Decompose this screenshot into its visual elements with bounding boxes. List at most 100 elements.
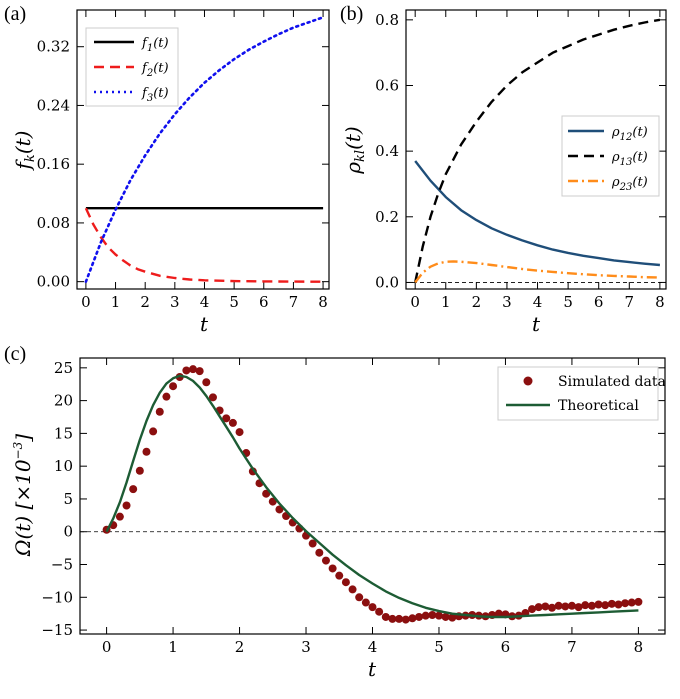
scatter-point: [182, 366, 191, 375]
scatter-point: [428, 610, 437, 619]
scatter-point: [149, 427, 158, 436]
scatter-point: [601, 601, 610, 610]
scatter-point: [361, 598, 370, 607]
scatter-point: [561, 602, 570, 611]
xtick-label: 0: [81, 293, 91, 311]
legend-label: ρ23(t): [611, 175, 648, 193]
scatter-point: [594, 600, 603, 609]
panel-c-legend-box: [497, 366, 659, 421]
ytick-label: 0.16: [37, 155, 70, 173]
panel-a-ylabel: fk(t): [11, 131, 38, 172]
panel-c-ticks: 0 1 2 3 4 5 6 7 8 −15 −10 −5 0 5 10 15 20 25: [41, 358, 665, 656]
scatter-point: [448, 613, 457, 622]
scatter-point: [155, 407, 164, 416]
ytick-label: 0.24: [37, 96, 70, 114]
ytick-label: −15: [41, 621, 73, 639]
panel-c-xlabel: t: [368, 657, 377, 681]
panel-a-ticks: 0 1 2 3 4 5 6 7 8 0.00 0.08 0.16 0.24 0.32: [37, 10, 329, 311]
panel-c-label: (c): [4, 343, 26, 365]
panel-a-series: [84, 15, 325, 284]
scatter-point: [587, 601, 596, 610]
panel-a: (a) 0 1 2 3 4 5 6 7 8 0.00 0.08 0.16 0.24 0.32 t fk(t…: [4, 3, 330, 336]
scatter-point: [235, 428, 244, 437]
series-line-0: [414, 160, 661, 267]
ytick-label: 0.0: [375, 273, 399, 291]
scatter-point: [341, 578, 350, 587]
scatter-point: [528, 605, 537, 614]
xtick-label: 1: [111, 293, 121, 311]
xtick-label: 2: [140, 293, 150, 311]
scatter-point: [115, 512, 124, 521]
scatter-point: [574, 603, 583, 612]
xtick-label: 3: [502, 293, 512, 311]
scatter-point: [395, 614, 404, 623]
scatter-point: [189, 365, 198, 374]
scatter-point: [129, 485, 138, 494]
scatter-point: [581, 601, 590, 610]
xtick-label: 0: [410, 293, 420, 311]
legend-label: ρ12(t): [611, 125, 648, 143]
xtick-label: 7: [567, 638, 577, 656]
scatter-point: [614, 600, 623, 609]
scatter-point: [122, 501, 131, 510]
series-line-2: [84, 15, 325, 284]
xtick-label: 5: [434, 638, 444, 656]
scatter-point: [441, 612, 450, 621]
legend-label: Theoretical: [558, 398, 639, 414]
xtick-label: 5: [229, 293, 239, 311]
scatter-point: [421, 611, 430, 620]
xtick-label: 4: [533, 293, 543, 311]
scatter-point: [627, 598, 636, 607]
panel-b-ylabel: ρkl(t): [341, 126, 368, 174]
xtick-label: 6: [501, 638, 511, 656]
panel-a-xlabel: t: [200, 312, 209, 336]
ytick-label: 0.00: [37, 273, 70, 291]
ytick-label: 0.08: [37, 214, 70, 232]
scatter-point: [321, 556, 330, 565]
xtick-label: 6: [259, 293, 269, 311]
legend-label: f3(t): [141, 86, 169, 104]
xtick-label: 6: [594, 293, 604, 311]
legend-label: f1(t): [141, 36, 169, 54]
scatter-point: [375, 607, 384, 616]
xtick-label: 3: [301, 638, 311, 656]
ytick-label: 0.2: [375, 208, 399, 226]
panel-b-ticks: 0 1 2 3 4 5 6 7 8 0.0 0.2 0.4 0.6 0.8: [375, 10, 666, 311]
ytick-label: 0.4: [375, 142, 399, 160]
scatter-point: [355, 593, 364, 602]
scatter-point: [415, 612, 424, 621]
scatter-point: [328, 564, 337, 573]
scatter-point: [401, 615, 410, 624]
panel-b-label: (b): [340, 3, 363, 25]
ytick-label: −10: [41, 588, 73, 606]
xtick-label: 2: [472, 293, 482, 311]
panel-c: (c) 0 1 2 3 4 5 6 7 8 −15 −10 −5 0 5 10 15 20 25 t Ω(t) […: [4, 343, 666, 681]
scatter-point: [135, 466, 144, 475]
xtick-label: 3: [170, 293, 180, 311]
scatter-point: [388, 614, 397, 623]
scatter-point: [634, 597, 643, 606]
panel-b-series: [406, 18, 666, 284]
scatter-point: [607, 599, 616, 608]
ytick-label: 10: [54, 457, 73, 475]
scatter-point: [567, 601, 576, 610]
xtick-label: 7: [625, 293, 635, 311]
scatter-point: [534, 603, 543, 612]
scatter-point: [348, 585, 357, 594]
panel-b-frame: [405, 9, 667, 290]
xtick-label: 1: [168, 638, 178, 656]
scatter-point: [408, 614, 417, 623]
xtick-label: 5: [563, 293, 573, 311]
panel-a-legend: f1(t) f2(t) f3(t): [85, 27, 179, 107]
xtick-label: 2: [235, 638, 245, 656]
scatter-point: [547, 603, 556, 612]
xtick-label: 8: [318, 293, 328, 311]
scatter-point: [621, 599, 630, 608]
series-line-1: [414, 18, 661, 283]
ytick-label: 5: [63, 490, 73, 508]
ytick-label: 0.32: [37, 38, 70, 56]
xtick-label: 4: [200, 293, 210, 311]
scatter-point: [368, 603, 377, 612]
scatter-point: [434, 611, 443, 620]
